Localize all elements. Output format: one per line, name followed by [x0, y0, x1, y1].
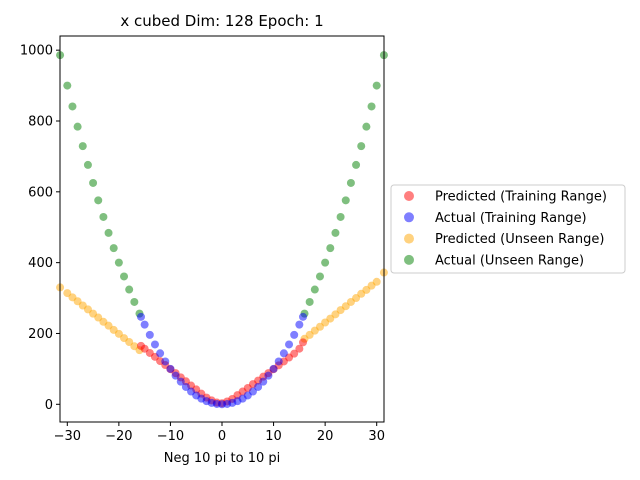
data-point [290, 349, 299, 358]
data-point [99, 212, 108, 221]
data-point [336, 212, 345, 221]
data-point [68, 102, 77, 111]
data-point [125, 285, 134, 294]
data-point [248, 387, 257, 396]
data-point [295, 344, 304, 353]
data-point [156, 349, 165, 358]
data-point [109, 244, 118, 253]
y-tick-label: 1000 [20, 44, 53, 59]
series-0 [136, 338, 308, 408]
data-point [63, 81, 72, 90]
data-point [299, 338, 308, 347]
legend-label: Actual (Unseen Range) [435, 253, 584, 268]
series-1 [136, 312, 308, 409]
y-axis: 0 200 400 600 800 1000 [20, 44, 60, 413]
legend-marker [404, 233, 414, 244]
y-tick-label: 200 [28, 327, 53, 342]
data-point [362, 122, 371, 131]
data-point [269, 364, 278, 373]
data-point [326, 244, 335, 253]
x-tick-label: 20 [317, 429, 334, 444]
data-point [166, 364, 175, 373]
data-point [305, 297, 314, 306]
data-point [145, 330, 154, 339]
data-point [89, 178, 98, 187]
series-2 [56, 268, 388, 355]
data-point [104, 228, 113, 237]
y-tick-label: 800 [28, 114, 53, 129]
data-point [171, 371, 180, 380]
data-point [290, 330, 299, 339]
data-point [254, 382, 263, 391]
x-tick-label: 30 [368, 429, 385, 444]
chart-title: x cubed Dim: 128 Epoch: 1 [120, 12, 323, 30]
data-point [150, 340, 159, 349]
y-tick-label: 400 [28, 256, 53, 271]
data-point [346, 178, 355, 187]
data-point [315, 272, 324, 281]
data-point [181, 382, 190, 391]
x-tick-label: 0 [218, 429, 226, 444]
legend-marker [404, 191, 414, 201]
data-point [331, 228, 340, 237]
legend-marker [404, 212, 414, 223]
data-point [310, 285, 319, 294]
data-marks [56, 51, 388, 409]
legend-label: Actual (Training Range) [435, 211, 587, 226]
data-point [264, 371, 273, 380]
data-point [321, 258, 330, 267]
data-point [357, 142, 366, 151]
x-tick-label: −30 [54, 429, 81, 444]
data-point [295, 320, 304, 329]
data-point [372, 81, 381, 90]
data-point [73, 122, 82, 131]
data-point [285, 340, 294, 349]
data-point [259, 377, 268, 386]
series-3 [56, 51, 388, 318]
data-point [352, 160, 361, 169]
y-tick-label: 0 [45, 398, 53, 413]
data-point [136, 312, 145, 321]
x-axis: −30 −20 −10 0 10 20 30 [54, 422, 385, 444]
data-point [94, 196, 103, 205]
data-point [279, 349, 288, 358]
legend-label: Predicted (Training Range) [435, 190, 607, 205]
data-point [341, 196, 350, 205]
data-point [372, 277, 381, 286]
x-tick-label: −10 [157, 429, 184, 444]
x-tick-label: 10 [265, 429, 282, 444]
legend-label: Predicted (Unseen Range) [435, 232, 604, 247]
data-point [367, 102, 376, 111]
data-point [140, 320, 149, 329]
data-point [176, 377, 185, 386]
legend: Predicted (Training Range) Actual (Traini… [390, 184, 626, 274]
data-point [274, 357, 283, 366]
data-point [120, 272, 129, 281]
data-point [299, 312, 308, 321]
x-axis-label: Neg 10 pi to 10 pi [164, 451, 281, 466]
y-tick-label: 600 [28, 185, 53, 200]
data-point [78, 142, 87, 151]
data-point [161, 357, 170, 366]
x-tick-label: −20 [105, 429, 132, 444]
data-point [114, 258, 123, 267]
data-point [83, 160, 92, 169]
legend-frame [390, 184, 626, 274]
legend-marker [404, 254, 414, 265]
data-point [130, 297, 139, 306]
